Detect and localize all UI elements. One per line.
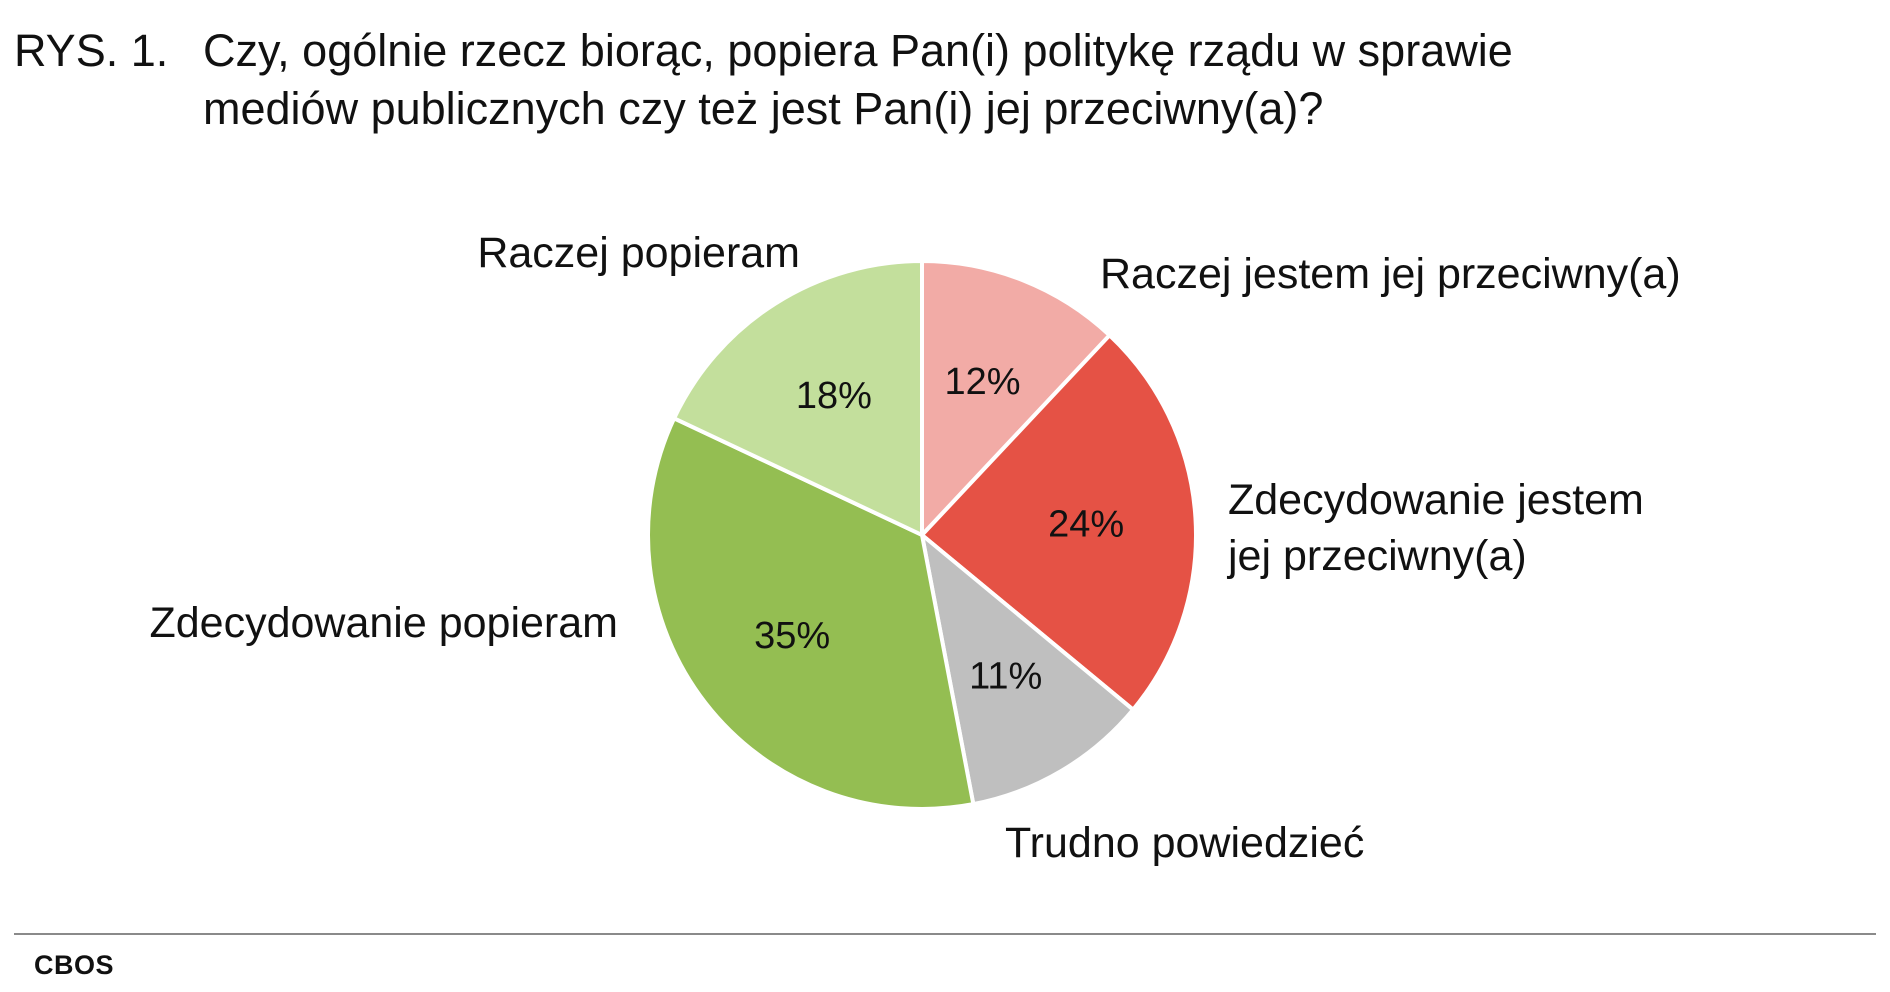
pie-category-labels: Raczej jestem jej przeciwny(a) Zdecydowan… bbox=[150, 229, 1681, 867]
chart-title: Czy, ogólnie rzecz biorąc, popiera Pan(i… bbox=[203, 22, 1843, 138]
pie-value-label: 18% bbox=[796, 375, 872, 417]
pie-value-label: 12% bbox=[944, 361, 1020, 403]
pie-slice bbox=[920, 533, 1136, 807]
footer-divider bbox=[14, 933, 1876, 935]
pie-category-label: Raczej jestem jej przeciwny(a) bbox=[1100, 250, 1681, 298]
pie-slice bbox=[672, 259, 924, 537]
pie-value-label: 11% bbox=[969, 656, 1042, 698]
pie-category-label-line: jej przeciwny(a) bbox=[1226, 532, 1527, 580]
pie-slice bbox=[646, 416, 976, 811]
pie-value-labels: 12% 24% 11% 35% 18% bbox=[754, 361, 1124, 697]
pie-category-label: Raczej popieram bbox=[477, 229, 800, 277]
pie-category-label: Zdecydowanie jestem jej przeciwny(a) bbox=[1226, 476, 1644, 580]
source-logo-text: CBOS bbox=[34, 950, 115, 980]
figure-number: RYS. 1. bbox=[14, 25, 169, 76]
pie-slices bbox=[646, 259, 1198, 811]
pie-value-label: 24% bbox=[1048, 504, 1124, 546]
pie-category-label-line: Zdecydowanie jestem bbox=[1228, 476, 1644, 524]
pie-category-label-line: Raczej popieram bbox=[477, 229, 800, 277]
pie-category-label: Trudno powiedzieć bbox=[1005, 819, 1364, 867]
pie-slice bbox=[920, 333, 1198, 712]
pie-category-label-line: Zdecydowanie popieram bbox=[150, 599, 619, 647]
pie-slice bbox=[920, 259, 1112, 537]
pie-category-label: Zdecydowanie popieram bbox=[150, 599, 619, 647]
chart-title-line-1: Czy, ogólnie rzecz biorąc, popiera Pan(i… bbox=[203, 25, 1513, 76]
chart-title-line-2: mediów publicznych czy też jest Pan(i) j… bbox=[203, 83, 1324, 134]
pie-category-label-line: Trudno powiedzieć bbox=[1005, 819, 1364, 867]
pie-category-label-line: Raczej jestem jej przeciwny(a) bbox=[1100, 250, 1681, 298]
pie-value-label: 35% bbox=[754, 615, 830, 657]
